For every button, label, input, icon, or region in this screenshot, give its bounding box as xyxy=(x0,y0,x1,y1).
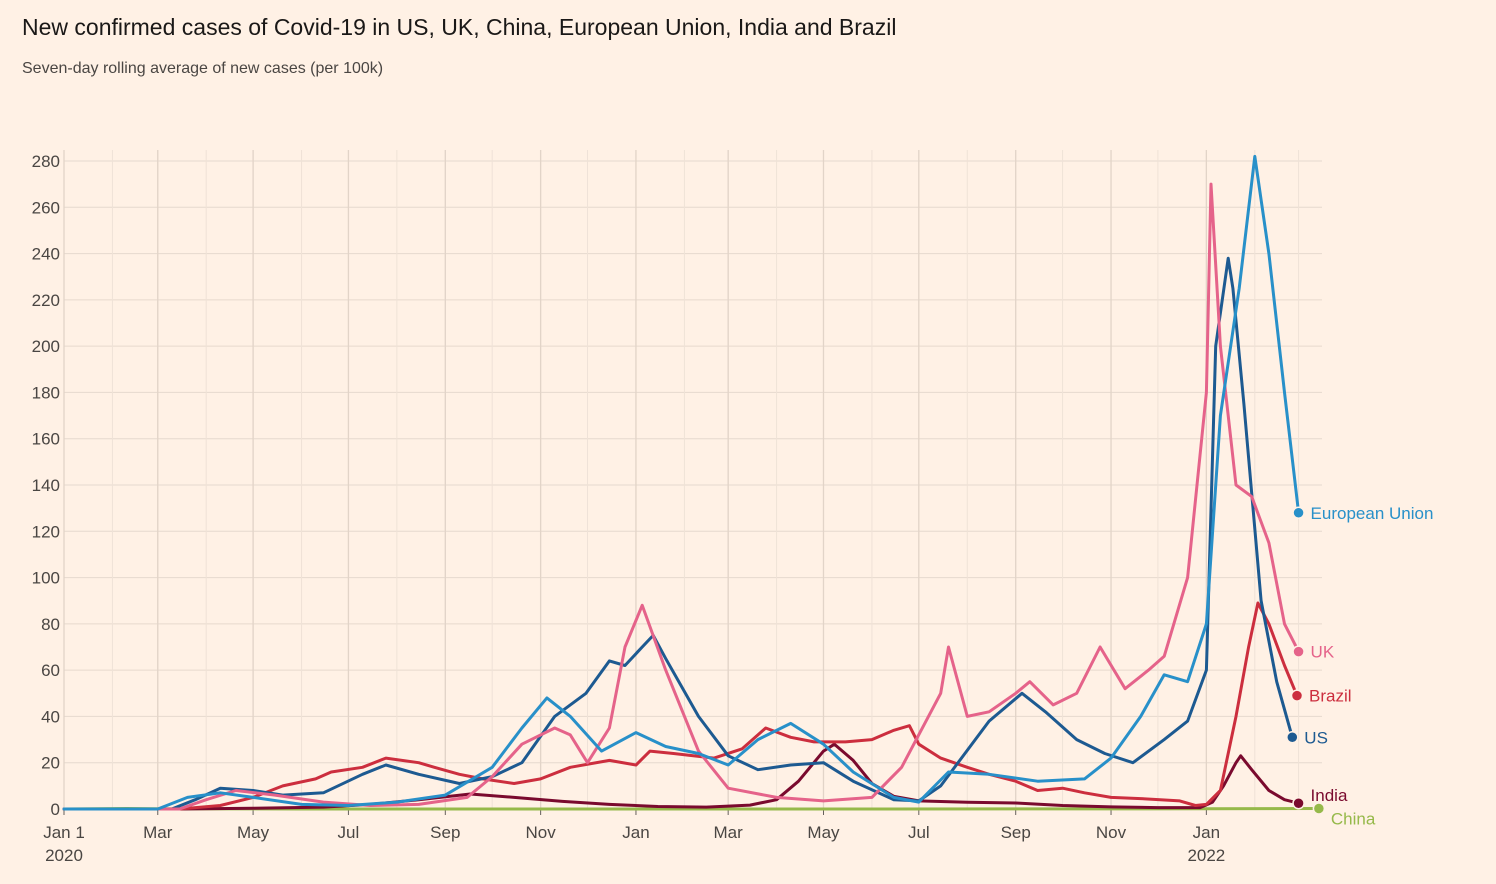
end-dot-india xyxy=(1292,796,1305,810)
y-tick-label: 80 xyxy=(41,615,60,634)
x-tick-label: Jul xyxy=(908,823,930,842)
y-tick-label: 280 xyxy=(32,152,60,171)
x-tick-label: Sep xyxy=(430,823,460,842)
end-dot-brazil xyxy=(1290,689,1304,702)
x-tick-year-label: 2020 xyxy=(45,846,83,865)
chart-title: New confirmed cases of Covid-19 in US, U… xyxy=(22,14,897,40)
x-tick-label: Nov xyxy=(1096,823,1127,842)
y-tick-label: 0 xyxy=(51,800,60,819)
y-tick-label: 180 xyxy=(32,383,60,402)
y-tick-label: 220 xyxy=(32,291,60,310)
x-tick-label: May xyxy=(807,823,840,842)
y-tick-label: 240 xyxy=(32,245,60,264)
end-dot-china xyxy=(1312,802,1326,815)
y-tick-label: 160 xyxy=(32,430,60,449)
series-label-european-union: European Union xyxy=(1311,504,1434,523)
x-tick-label: Mar xyxy=(143,823,173,842)
series-label-us: US xyxy=(1304,728,1328,747)
y-tick-label: 20 xyxy=(41,754,60,773)
x-tick-label: Jan xyxy=(1193,823,1220,842)
series-line-uk xyxy=(62,182,1301,811)
x-tick-label: May xyxy=(237,823,270,842)
y-tick-label: 120 xyxy=(32,522,60,541)
y-tick-label: 100 xyxy=(32,569,60,588)
chart-subtitle: Seven-day rolling average of new cases (… xyxy=(22,60,384,77)
y-tick-label: 40 xyxy=(41,707,60,726)
series-label-uk: UK xyxy=(1311,643,1335,662)
x-tick-year-label: 2022 xyxy=(1187,846,1225,865)
x-tick-label: Mar xyxy=(714,823,744,842)
series-label-brazil: Brazil xyxy=(1309,687,1352,706)
end-dot-european-union xyxy=(1292,506,1305,520)
series-label-india: India xyxy=(1311,786,1348,805)
x-tick-label: Jan 1 xyxy=(43,823,85,842)
x-tick-label: Jan xyxy=(622,823,649,842)
x-tick-label: Sep xyxy=(1001,823,1031,842)
x-tick-label: Nov xyxy=(526,823,557,842)
y-tick-label: 60 xyxy=(41,661,60,680)
x-tick-label: Jul xyxy=(338,823,360,842)
series-line-us xyxy=(62,256,1294,811)
series-label-china: China xyxy=(1331,810,1376,829)
end-dot-uk xyxy=(1292,645,1305,658)
y-tick-label: 260 xyxy=(32,198,60,217)
series-line-india xyxy=(62,742,1301,811)
series-line-brazil xyxy=(62,601,1299,811)
y-tick-label: 140 xyxy=(32,476,60,495)
series-line-european-union xyxy=(62,154,1301,811)
y-tick-label: 200 xyxy=(32,337,60,356)
end-dot-us xyxy=(1286,731,1299,744)
